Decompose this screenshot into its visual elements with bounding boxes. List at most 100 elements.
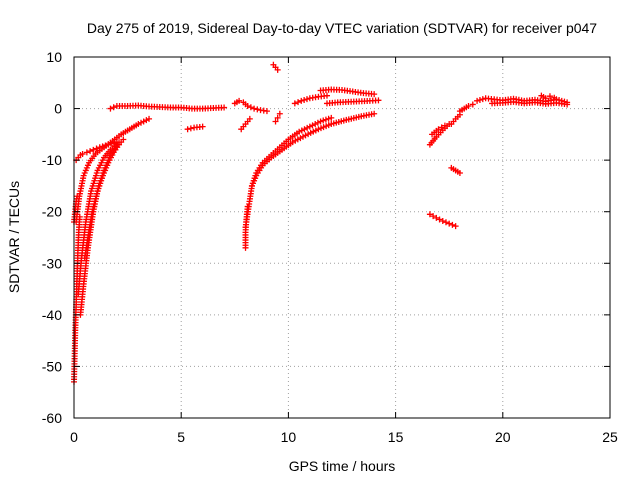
data-point <box>371 110 378 117</box>
tick-layer: 0 5 10 15 20 25 -60 -50 -40 -30 -20 -10 0 10 <box>42 49 618 445</box>
data-point <box>542 95 549 102</box>
x-tick-label: 5 <box>177 429 185 445</box>
data-point <box>272 118 279 125</box>
data-point <box>479 96 486 103</box>
data-track <box>456 101 476 115</box>
data-point <box>93 145 100 152</box>
data-track <box>81 136 127 262</box>
data-track <box>238 115 253 133</box>
data-track <box>231 97 270 115</box>
data-track <box>426 211 459 230</box>
data-track <box>270 61 281 73</box>
data-track <box>538 92 558 102</box>
data-point <box>187 125 194 132</box>
data-point <box>328 114 335 121</box>
x-tick-label: 25 <box>602 429 618 445</box>
data-track <box>248 110 378 189</box>
data-point <box>301 126 308 133</box>
data-point <box>301 96 308 103</box>
data-point <box>456 170 463 177</box>
data-track <box>448 111 463 128</box>
data-point <box>546 93 553 100</box>
data-point <box>375 97 382 104</box>
y-tick-label: -30 <box>42 255 62 271</box>
data-track <box>184 123 206 133</box>
data-point <box>564 101 571 108</box>
grid-layer <box>74 57 610 418</box>
data-point <box>436 216 443 223</box>
x-tick-label: 20 <box>495 429 511 445</box>
data-point <box>254 106 261 113</box>
data-point <box>325 115 332 122</box>
data-track <box>291 92 330 107</box>
data-point <box>140 118 147 125</box>
data-point <box>449 221 456 228</box>
data-point <box>312 121 319 128</box>
data-track <box>448 164 463 177</box>
data-point <box>371 91 378 98</box>
data-point <box>314 119 321 126</box>
data-point <box>435 126 442 133</box>
data-point <box>236 97 243 104</box>
data-point <box>79 150 86 157</box>
data-point <box>476 96 483 103</box>
data-point <box>90 146 97 153</box>
data-point <box>244 102 251 109</box>
data-track <box>107 102 228 112</box>
data-point <box>441 122 448 129</box>
data-point <box>298 127 305 134</box>
data-point <box>474 97 481 104</box>
data-point <box>439 217 446 224</box>
data-track <box>317 86 378 98</box>
data-point <box>469 101 476 108</box>
data-point <box>83 149 90 156</box>
data-point <box>199 123 206 130</box>
data-point <box>296 128 303 135</box>
data-point <box>246 115 253 122</box>
data-point <box>442 219 449 226</box>
data-point <box>120 136 127 143</box>
data-point <box>438 124 445 131</box>
data-point <box>107 105 114 112</box>
data-point <box>303 96 310 103</box>
data-point <box>465 102 472 109</box>
data-point <box>323 92 330 99</box>
data-point <box>291 100 298 107</box>
data-point <box>309 122 316 129</box>
data-point <box>221 104 228 111</box>
plot-frame <box>73 56 611 419</box>
data-point <box>446 220 453 227</box>
data-point <box>251 105 258 112</box>
data-track <box>323 97 382 107</box>
data-point <box>276 110 283 117</box>
y-tick-label: -10 <box>42 152 62 168</box>
data-point <box>87 148 94 155</box>
y-tick-label: -50 <box>42 358 62 374</box>
y-tick-label: 0 <box>54 101 62 117</box>
x-tick-label: 0 <box>70 429 78 445</box>
y-tick-label: -40 <box>42 307 62 323</box>
data-point <box>426 211 433 218</box>
data-point <box>304 124 311 131</box>
data-point <box>320 117 327 124</box>
data-point <box>298 97 305 104</box>
data-track <box>489 98 571 108</box>
data-point <box>135 121 142 128</box>
data-point <box>110 104 117 111</box>
data-point <box>247 104 254 111</box>
data-point <box>138 119 144 126</box>
data-point <box>433 214 440 221</box>
data-point <box>263 108 270 115</box>
data-point <box>146 115 153 122</box>
data-point <box>430 213 437 220</box>
data-point <box>143 117 150 124</box>
chart-title: Day 275 of 2019, Sidereal Day-to-day VTE… <box>87 20 597 36</box>
y-tick-label: -20 <box>42 204 62 220</box>
x-tick-label: 15 <box>388 429 404 445</box>
data-point <box>184 126 191 133</box>
data-point <box>322 116 329 123</box>
y-tick-label: 10 <box>46 49 62 65</box>
data-point <box>295 99 302 106</box>
